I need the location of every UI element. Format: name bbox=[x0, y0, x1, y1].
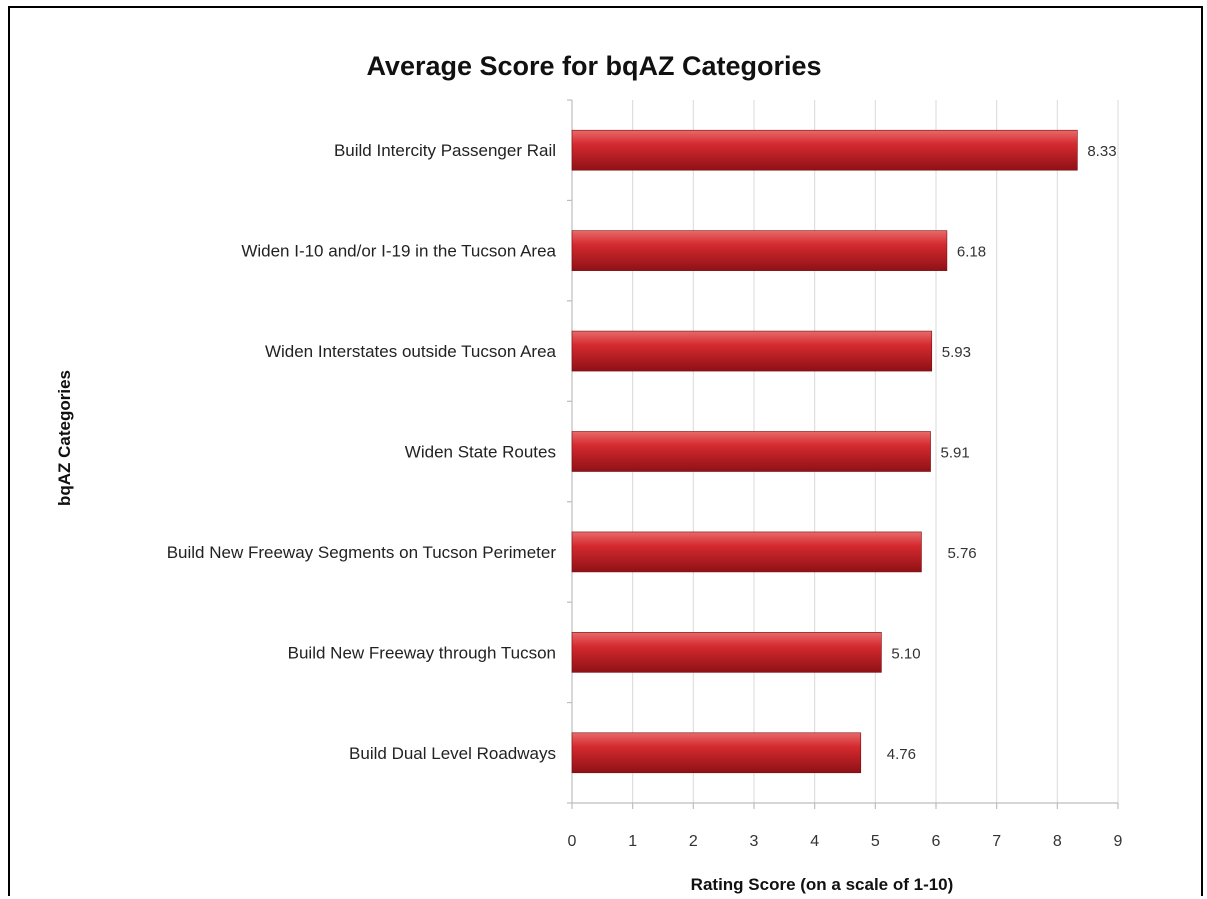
data-label: 5.91 bbox=[941, 445, 970, 462]
category-label: Build Intercity Passenger Rail bbox=[334, 141, 556, 160]
bar-5 bbox=[571, 531, 922, 573]
data-label: 5.93 bbox=[942, 344, 971, 361]
bars bbox=[571, 129, 1078, 774]
x-tick-label: 9 bbox=[1114, 833, 1123, 850]
x-tick-label: 2 bbox=[689, 833, 698, 850]
bar-6 bbox=[571, 632, 882, 673]
bar-7 bbox=[571, 732, 862, 774]
x-axis-title: Rating Score (on a scale of 1-10) bbox=[691, 875, 954, 894]
data-label: 4.76 bbox=[887, 746, 916, 763]
x-tick-label: 4 bbox=[810, 833, 819, 850]
x-tick-label: 5 bbox=[871, 833, 880, 850]
category-label: Widen State Routes bbox=[405, 443, 556, 462]
data-label: 6.18 bbox=[957, 244, 986, 261]
x-tick-label: 7 bbox=[992, 833, 1001, 850]
data-label: 5.76 bbox=[947, 545, 976, 562]
y-axis-title: bqAZ Categories bbox=[55, 370, 74, 506]
x-tick-label: 1 bbox=[628, 833, 637, 850]
bar-2 bbox=[571, 230, 948, 271]
x-tick-label: 3 bbox=[750, 833, 759, 850]
bar-3 bbox=[571, 330, 933, 372]
category-label: Widen I-10 and/or I-19 in the Tucson Are… bbox=[241, 242, 556, 261]
category-label: Build Dual Level Roadways bbox=[349, 744, 556, 763]
chart-frame: 0 1 2 3 4 5 6 7 8 9 Build Intercity Passenger Rail… bbox=[8, 6, 1203, 896]
data-label: 5.10 bbox=[891, 645, 920, 662]
x-tick-label: 8 bbox=[1053, 833, 1062, 850]
category-label: Widen Interstates outside Tucson Area bbox=[265, 342, 557, 361]
bar-1 bbox=[571, 129, 1078, 171]
bar-chart: 0 1 2 3 4 5 6 7 8 9 Build Intercity Passenger Rail… bbox=[55, 51, 1123, 894]
x-tick-label: 6 bbox=[932, 833, 941, 850]
data-label: 8.33 bbox=[1087, 143, 1116, 160]
category-label: Build New Freeway through Tucson bbox=[288, 643, 556, 662]
labels: 0 1 2 3 4 5 6 7 8 9 Build Intercity Passenger Rail… bbox=[167, 141, 1123, 850]
bar-4 bbox=[571, 431, 931, 472]
chart-title: Average Score for bqAZ Categories bbox=[366, 51, 821, 81]
category-label: Build New Freeway Segments on Tucson Per… bbox=[167, 543, 557, 562]
x-tick-label: 0 bbox=[568, 833, 577, 850]
